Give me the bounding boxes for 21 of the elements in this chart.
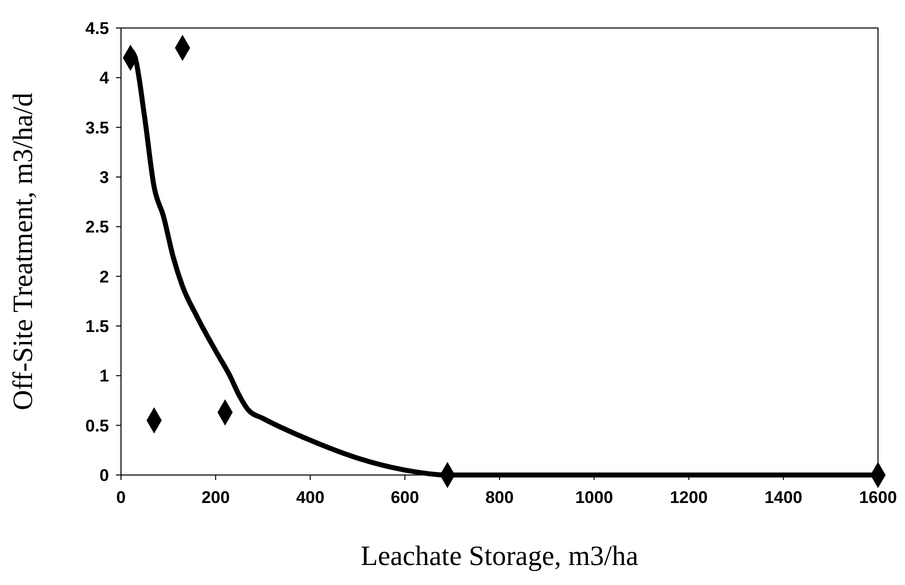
y-tick-label: 1	[100, 366, 109, 386]
y-tick-label: 0.5	[85, 416, 109, 436]
x-tick-label: 800	[485, 488, 514, 507]
y-axis-title: Off-Site Treatment, m3/ha/d	[8, 92, 39, 410]
x-axis-title: Leachate Storage, m3/ha	[360, 541, 639, 572]
y-tick-label: 3.5	[85, 118, 109, 138]
x-tick-label: 1000	[575, 488, 614, 507]
x-tick-label: 200	[201, 488, 230, 507]
x-tick-label: 0	[116, 488, 126, 507]
x-tick-label: 1600	[859, 488, 897, 507]
x-tick-label: 400	[296, 488, 324, 507]
y-tick-label: 4.5	[85, 18, 109, 38]
y-tick-label: 0	[100, 466, 109, 485]
x-tick-label: 600	[390, 488, 420, 507]
y-tick-label: 2	[100, 267, 109, 286]
y-tick-label: 3	[100, 168, 109, 187]
x-tick-label: 1200	[670, 488, 708, 507]
y-tick-label: 1.5	[85, 316, 109, 336]
y-tick-label: 2.5	[85, 218, 109, 237]
y-tick-label: 4	[100, 68, 110, 88]
x-tick-label: 1400	[764, 488, 802, 507]
